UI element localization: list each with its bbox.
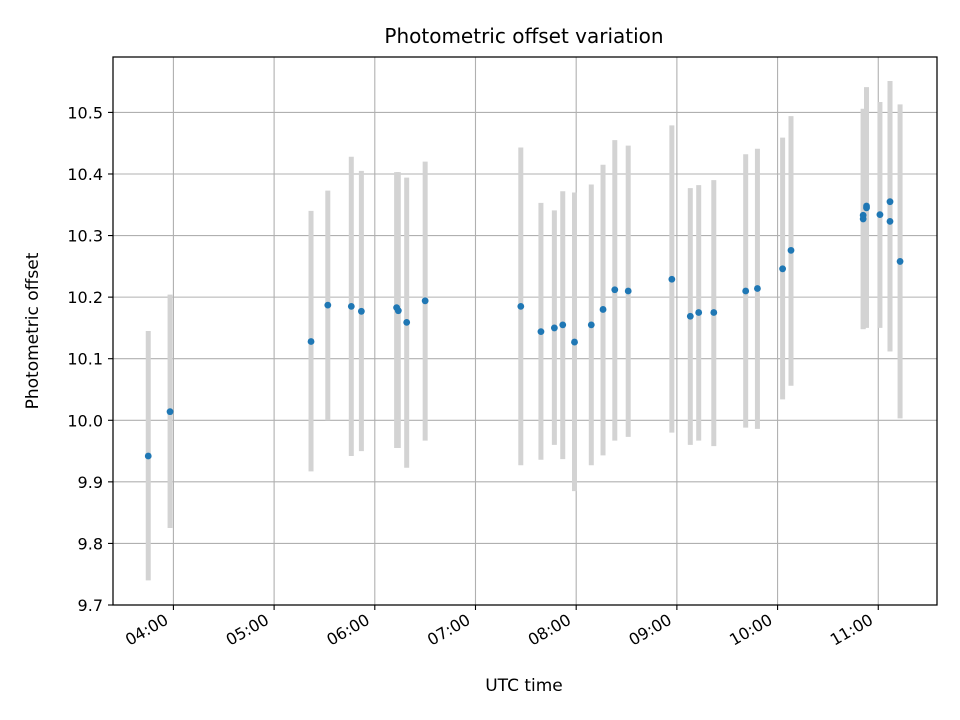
data-point [587, 321, 595, 329]
data-point [324, 301, 332, 309]
data-point [517, 302, 525, 310]
data-point [550, 324, 558, 332]
data-point [599, 306, 607, 313]
y-tick-label: 10.1 [67, 350, 103, 369]
data-point [144, 452, 152, 460]
chart-title: Photometric offset variation [384, 24, 663, 48]
data-point [876, 211, 884, 219]
data-point [394, 307, 402, 315]
y-tick-label: 10.3 [67, 227, 103, 246]
x-axis-label: UTC time [485, 676, 563, 696]
y-tick-label: 9.8 [78, 534, 103, 553]
plot-frame [112, 56, 938, 606]
data-point [896, 258, 904, 265]
grid [113, 57, 937, 606]
data-point [537, 328, 545, 336]
data-point [863, 204, 870, 212]
data-point [347, 302, 355, 310]
data-point [695, 309, 703, 316]
y-axis: 9.7 9.8 9.9 10.0 10.1 10.2 10.3 10.4 10.5 [67, 103, 113, 615]
y-tick-label: 9.9 [78, 473, 103, 492]
data-point [787, 246, 795, 254]
y-tick-label: 9.7 [78, 596, 103, 615]
data-point [403, 318, 411, 326]
data-point [754, 285, 761, 292]
y-tick-label: 10.0 [67, 411, 103, 430]
data-points [144, 198, 904, 460]
data-point [571, 338, 578, 346]
data-point [307, 338, 315, 345]
data-point [421, 297, 429, 305]
y-axis-label: Photometric offset [23, 252, 43, 409]
data-point [559, 321, 567, 329]
data-point [668, 275, 676, 283]
data-point [686, 312, 694, 320]
data-point [859, 215, 867, 223]
data-point [611, 286, 619, 294]
data-point [710, 309, 718, 316]
data-point [166, 408, 174, 416]
data-point [357, 307, 365, 315]
data-point [624, 287, 632, 295]
data-point [886, 218, 894, 225]
y-tick-label: 10.2 [67, 288, 103, 307]
y-tick-label: 10.5 [67, 103, 103, 122]
data-point [886, 198, 894, 206]
data-point [742, 287, 750, 295]
y-tick-label: 10.4 [67, 165, 103, 184]
data-point [779, 265, 787, 273]
